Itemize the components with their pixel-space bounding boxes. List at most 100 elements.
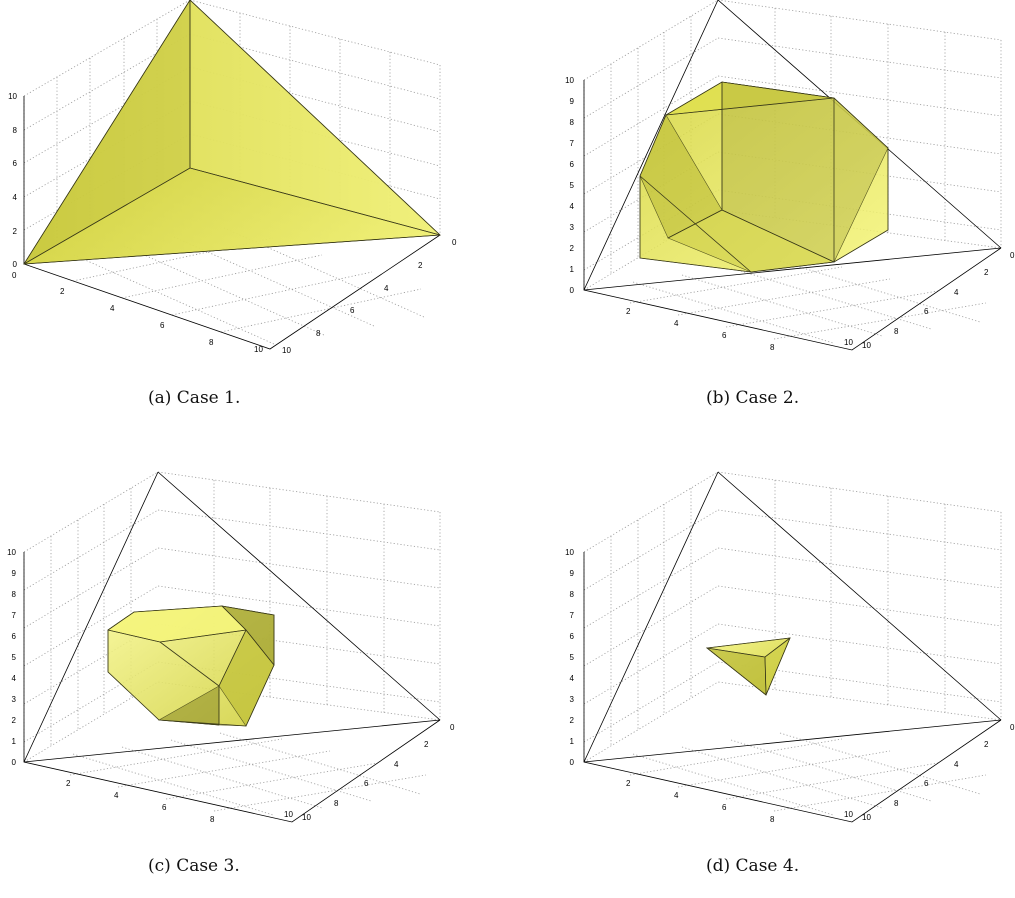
tick-label: 2 xyxy=(418,261,423,270)
tick-label: 6 xyxy=(924,779,929,788)
tick-label: 8 xyxy=(570,590,575,599)
tick-label: 9 xyxy=(12,569,17,578)
tick-label: 8 xyxy=(13,126,18,135)
y-axis-ticks: 0 2 4 6 8 10 xyxy=(282,238,457,355)
tick-label: 4 xyxy=(570,202,575,211)
tick-label: 8 xyxy=(570,118,575,127)
tick-label: 0 xyxy=(450,723,455,732)
tick-label: 8 xyxy=(209,338,214,347)
tick-label: 8 xyxy=(770,343,775,352)
tick-label: 5 xyxy=(570,181,575,190)
tick-label: 4 xyxy=(384,284,389,293)
axis-lines xyxy=(23,552,441,823)
tick-label: 10 xyxy=(862,341,871,350)
tick-label: 6 xyxy=(722,803,727,812)
figure-c: 0 1 2 3 4 5 6 7 8 9 10 2 4 6 8 10 0 2 4 … xyxy=(0,470,470,830)
tick-label: 0 xyxy=(12,758,17,767)
tick-label: 6 xyxy=(722,331,727,340)
tick-label: 10 xyxy=(8,92,17,101)
tick-label: 2 xyxy=(424,740,429,749)
tick-label: 2 xyxy=(984,740,989,749)
tick-label: 9 xyxy=(570,569,575,578)
axis-lines xyxy=(583,552,1002,823)
tick-label: 2 xyxy=(626,779,631,788)
tick-label: 8 xyxy=(770,815,775,824)
tick-label: 4 xyxy=(394,760,399,769)
tick-label: 7 xyxy=(570,611,575,620)
tick-label: 2 xyxy=(12,716,17,725)
tick-label: 8 xyxy=(210,815,215,824)
tick-label: 3 xyxy=(12,695,17,704)
tick-label: 10 xyxy=(565,548,574,557)
tick-label: 6 xyxy=(162,803,167,812)
tick-label: 3 xyxy=(570,223,575,232)
plot-case-2: 0 1 2 3 4 5 6 7 8 9 10 2 4 6 8 10 0 2 4 … xyxy=(565,0,1015,352)
tick-label: 4 xyxy=(954,760,959,769)
tick-label: 0 xyxy=(1010,251,1015,260)
tick-label: 0 xyxy=(12,271,17,280)
plot-case-1: 0 2 4 6 8 10 0 2 4 6 8 10 0 2 4 6 8 10 xyxy=(8,0,457,355)
tick-label: 1 xyxy=(12,737,17,746)
tick-label: 2 xyxy=(60,287,65,296)
x-axis-ticks: 0 2 4 6 8 10 xyxy=(12,271,263,354)
z-axis-ticks: 0 1 2 3 4 5 6 7 8 9 10 xyxy=(7,548,16,767)
tick-label: 4 xyxy=(674,791,679,800)
tick-label: 1 xyxy=(570,737,575,746)
figure-d: 0 1 2 3 4 5 6 7 8 9 10 2 4 6 8 10 0 2 4 … xyxy=(556,470,1015,830)
caption-a: (a) Case 1. xyxy=(148,388,241,408)
tick-label: 6 xyxy=(570,632,575,641)
tick-label: 3 xyxy=(570,695,575,704)
tick-label: 7 xyxy=(12,611,17,620)
tick-label: 8 xyxy=(894,327,899,336)
tick-label: 7 xyxy=(570,139,575,148)
back-wall-grid xyxy=(583,471,1002,816)
tick-label: 2 xyxy=(984,268,989,277)
tick-label: 6 xyxy=(160,321,165,330)
tick-label: 4 xyxy=(114,791,119,800)
tick-label: 6 xyxy=(924,307,929,316)
figure-b: 0 1 2 3 4 5 6 7 8 9 10 2 4 6 8 10 0 2 4 … xyxy=(556,0,1015,360)
tick-label: 10 xyxy=(565,76,574,85)
figure-a: 0 2 4 6 8 10 0 2 4 6 8 10 0 2 4 6 8 10 xyxy=(0,0,470,360)
tick-label: 10 xyxy=(284,810,293,819)
tick-label: 0 xyxy=(570,758,575,767)
tick-label: 6 xyxy=(350,306,355,315)
tick-label: 2 xyxy=(570,244,575,253)
tick-label: 4 xyxy=(13,193,18,202)
tick-label: 2 xyxy=(13,227,18,236)
simplex-edges xyxy=(23,471,441,763)
tick-label: 1 xyxy=(570,265,575,274)
tick-label: 5 xyxy=(570,653,575,662)
axis-lines xyxy=(583,80,1002,351)
plot-case-3: 0 1 2 3 4 5 6 7 8 9 10 2 4 6 8 10 0 2 4 … xyxy=(7,471,455,824)
polytope-case-3 xyxy=(107,605,275,727)
caption-c: (c) Case 3. xyxy=(148,856,240,876)
simplex-edges xyxy=(583,471,1002,763)
caption-d: (d) Case 4. xyxy=(706,856,800,876)
tick-label: 6 xyxy=(364,779,369,788)
tick-label: 8 xyxy=(334,799,339,808)
y-axis-ticks: 0 2 4 6 8 10 xyxy=(862,723,1015,822)
tick-label: 2 xyxy=(626,307,631,316)
z-axis-ticks: 0 1 2 3 4 5 6 7 8 9 10 xyxy=(565,548,574,767)
tick-label: 2 xyxy=(570,716,575,725)
tick-label: 8 xyxy=(316,329,321,338)
tick-label: 2 xyxy=(66,779,71,788)
polytope-case-4 xyxy=(705,637,791,696)
tick-label: 0 xyxy=(1010,723,1015,732)
z-axis-ticks: 0 1 2 3 4 5 6 7 8 9 10 xyxy=(565,76,574,295)
tick-label: 9 xyxy=(570,97,575,106)
tick-label: 6 xyxy=(13,159,18,168)
tick-label: 4 xyxy=(674,319,679,328)
polytope-case-2 xyxy=(639,81,889,273)
floor-grid xyxy=(72,227,425,345)
tick-label: 4 xyxy=(570,674,575,683)
tick-label: 8 xyxy=(12,590,17,599)
tick-label: 10 xyxy=(844,810,853,819)
tick-label: 4 xyxy=(12,674,17,683)
tick-label: 6 xyxy=(570,160,575,169)
z-axis-ticks: 0 2 4 6 8 10 xyxy=(8,92,17,269)
tick-label: 10 xyxy=(844,338,853,347)
caption-b: (b) Case 2. xyxy=(706,388,800,408)
tick-label: 8 xyxy=(894,799,899,808)
